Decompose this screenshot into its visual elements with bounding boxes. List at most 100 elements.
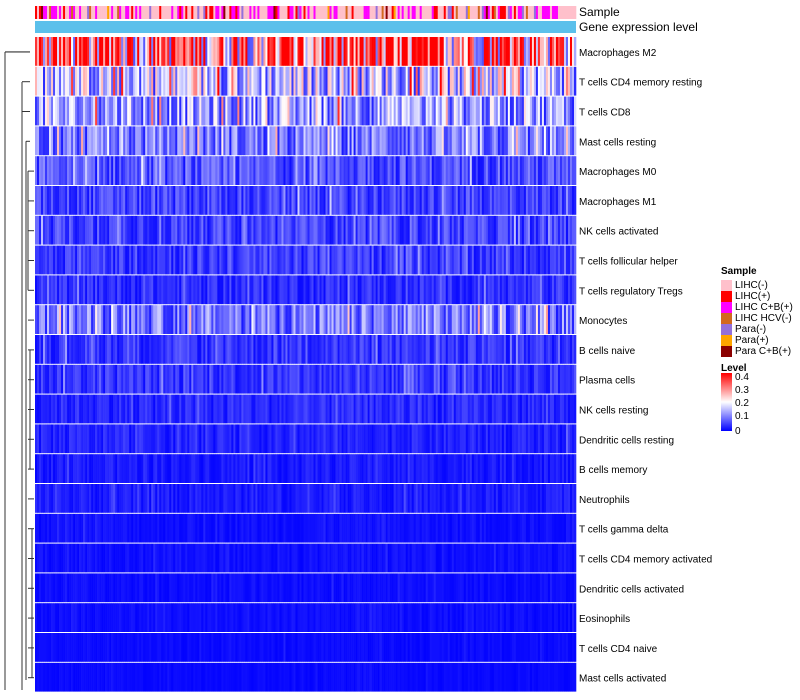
heatmap-cell: [223, 364, 226, 394]
heatmap-cell: [549, 37, 553, 66]
heatmap-cell: [563, 37, 567, 66]
heatmap-cell: [493, 126, 497, 156]
heatmap-cell: [45, 66, 48, 96]
heatmap-cell: [259, 245, 262, 275]
heatmap-cell: [195, 156, 198, 185]
heatmap-cell: [503, 215, 507, 245]
heatmap-cell: [143, 513, 146, 543]
heatmap-cell: [567, 126, 571, 156]
heatmap-cell: [51, 364, 54, 394]
heatmap-cell: [241, 335, 244, 364]
heatmap-cell: [205, 126, 208, 156]
heatmap-cell: [279, 484, 282, 513]
heatmap-cell: [245, 66, 248, 96]
heatmap-cell: [317, 126, 320, 156]
heatmap-cell: [61, 96, 64, 126]
heatmap-cell: [551, 424, 555, 454]
heatmap-cell: [105, 275, 108, 305]
heatmap-cell: [479, 424, 483, 454]
heatmap-cell: [357, 454, 360, 483]
heatmap-cell: [479, 245, 483, 275]
heatmap-cell: [351, 245, 354, 275]
heatmap-cell: [131, 513, 134, 543]
sample-annotation-cell: [275, 6, 278, 19]
heatmap-cell: [217, 424, 220, 454]
heatmap-cell: [315, 245, 318, 275]
heatmap-cell: [115, 275, 118, 305]
heatmap-cell: [127, 37, 130, 66]
heatmap-cell: [325, 156, 328, 185]
heatmap-cell: [161, 37, 164, 66]
heatmap-cell: [343, 37, 346, 66]
sample-annotation-cell: [359, 6, 362, 19]
heatmap-cell: [403, 275, 406, 305]
heatmap-cell: [413, 96, 416, 126]
heatmap-cell: [525, 335, 529, 364]
heatmap-cell: [237, 96, 240, 126]
heatmap-cell: [327, 66, 330, 96]
heatmap-cell: [517, 156, 521, 185]
heatmap-cell: [161, 513, 164, 543]
heatmap-cell: [225, 484, 228, 513]
heatmap-cell: [161, 215, 164, 245]
heatmap-cell: [447, 186, 451, 215]
heatmap-cell: [53, 96, 56, 126]
heatmap-cell: [313, 484, 316, 513]
heatmap-cell: [129, 126, 132, 156]
heatmap-cell: [393, 513, 396, 543]
heatmap-cell: [271, 126, 274, 156]
sample-annotation-cell: [243, 6, 246, 19]
heatmap-cell: [409, 305, 412, 334]
heatmap-cell: [107, 484, 110, 513]
heatmap-cell: [53, 543, 56, 573]
heatmap-cell: [171, 543, 174, 573]
heatmap-cell: [105, 335, 108, 364]
heatmap-cell: [217, 364, 220, 394]
heatmap-cell: [453, 96, 457, 126]
heatmap-cell: [411, 424, 414, 454]
heatmap-cell: [291, 66, 294, 96]
heatmap-cell: [203, 424, 206, 454]
heatmap-cell: [193, 37, 196, 66]
heatmap-cell: [253, 364, 256, 394]
heatmap-cell: [397, 513, 400, 543]
heatmap-cell: [525, 484, 529, 513]
sample-annotation-cell: [253, 6, 256, 19]
heatmap-cell: [379, 394, 382, 424]
heatmap-cell: [503, 37, 507, 66]
heatmap-cell: [343, 96, 346, 126]
heatmap-cell: [265, 513, 268, 543]
sample-annotation-cell: [95, 6, 98, 19]
heatmap-cell: [303, 245, 306, 275]
sample-annotation-cell: [93, 6, 96, 19]
heatmap-cell: [241, 66, 244, 96]
heatmap-cell: [277, 305, 280, 334]
sample-annotation-cell: [241, 6, 244, 19]
heatmap-cell: [271, 96, 274, 126]
heatmap-cell: [163, 305, 166, 334]
heatmap-cell: [91, 37, 94, 66]
heatmap-cell: [163, 37, 166, 66]
sample-annotation-cell: [463, 6, 467, 19]
heatmap-cell: [499, 186, 503, 215]
heatmap-cell: [367, 305, 370, 334]
heatmap-cell: [479, 484, 483, 513]
heatmap-cell: [527, 215, 531, 245]
heatmap-cell: [495, 156, 499, 185]
heatmap-cell: [67, 543, 70, 573]
heatmap-cell: [291, 454, 294, 483]
heatmap-cell: [345, 394, 348, 424]
heatmap-cell: [247, 66, 250, 96]
heatmap-cell: [515, 156, 519, 185]
heatmap-cell: [165, 364, 168, 394]
heatmap-cell: [429, 245, 433, 275]
heatmap-cell: [355, 215, 358, 245]
sample-annotation-cell: [305, 6, 308, 19]
heatmap-cell: [493, 156, 497, 185]
heatmap-cell: [477, 245, 481, 275]
heatmap-cell: [537, 424, 541, 454]
heatmap-cell: [231, 126, 234, 156]
heatmap-cell: [85, 513, 88, 543]
heatmap-cell: [191, 96, 194, 126]
heatmap-cell: [163, 394, 166, 424]
